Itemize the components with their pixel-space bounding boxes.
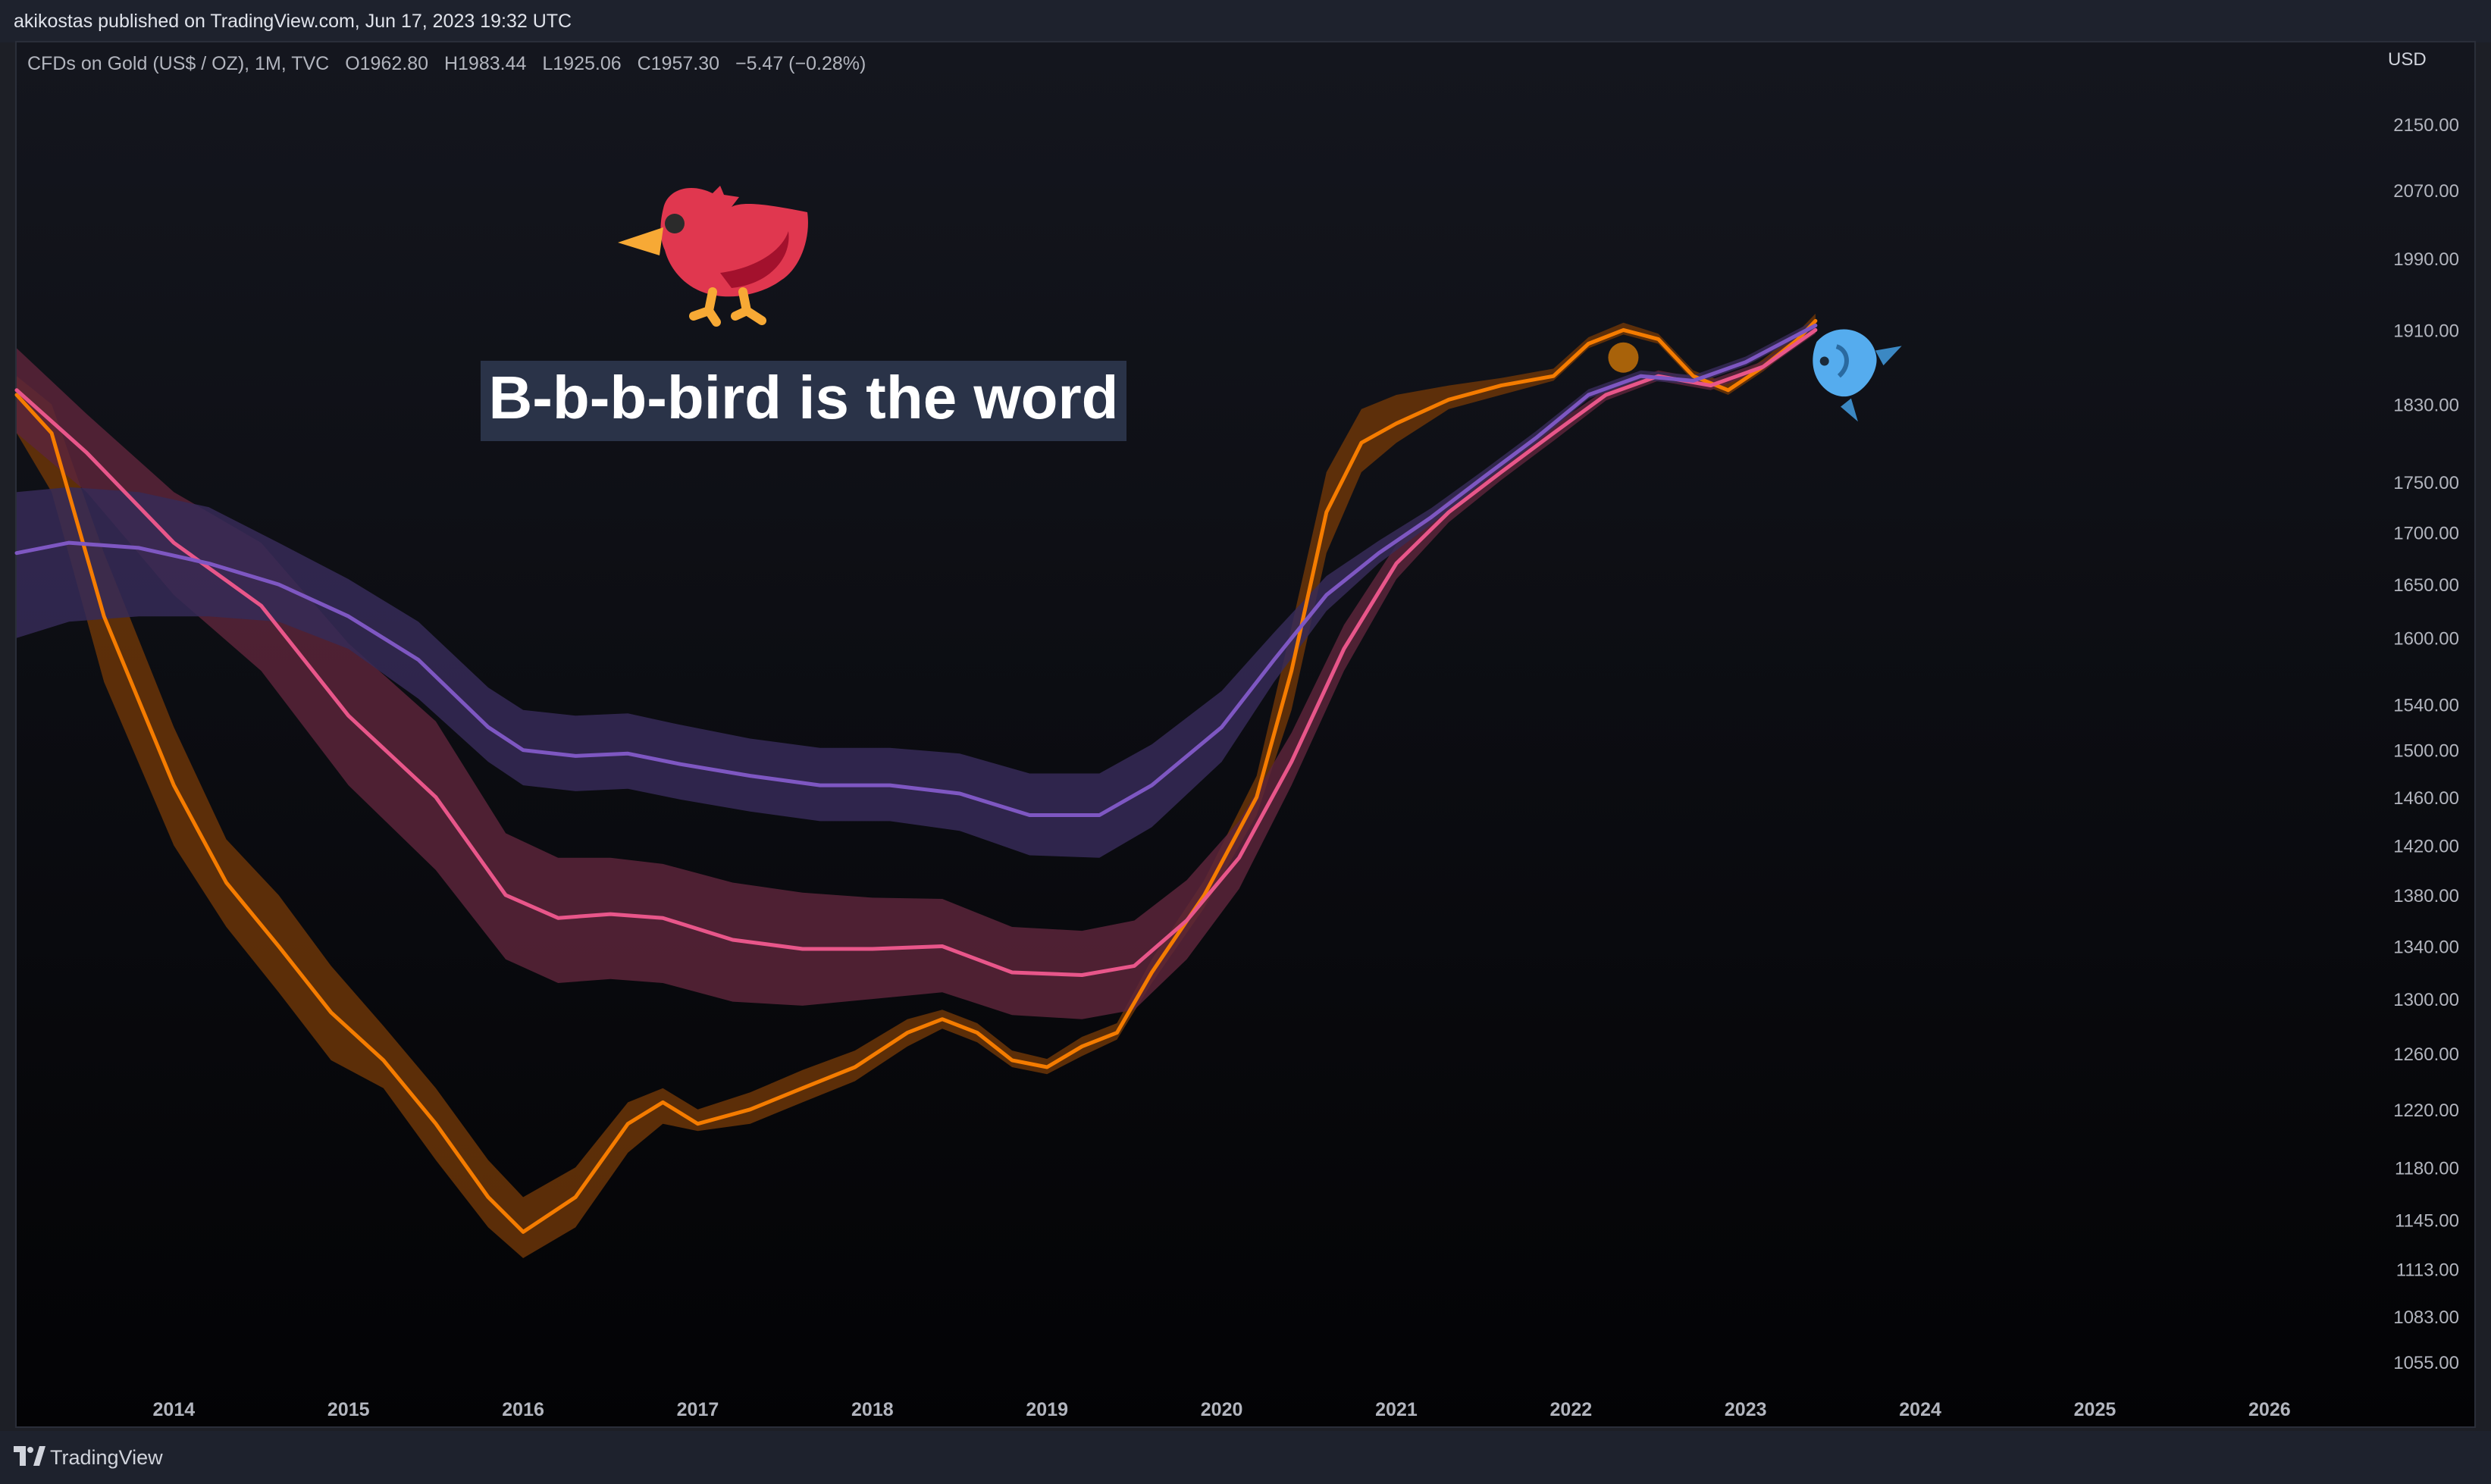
price-tick-label: 1220.00 xyxy=(2393,1100,2459,1121)
footer-bar xyxy=(0,1431,2491,1484)
publish-info: akikostas published on TradingView.com, … xyxy=(14,11,572,32)
price-tick-label: 1180.00 xyxy=(2395,1158,2459,1179)
low-value: L1925.06 xyxy=(542,53,621,74)
price-tick-label: 1340.00 xyxy=(2393,938,2459,958)
price-tick-label: 2070.00 xyxy=(2393,181,2459,202)
close-value: C1957.30 xyxy=(638,53,719,74)
price-tick-label: 1750.00 xyxy=(2393,473,2459,493)
price-tick-label: 1083.00 xyxy=(2393,1307,2459,1328)
price-tick-label: 1145.00 xyxy=(2395,1210,2459,1231)
year-tick-label: 2019 xyxy=(1026,1399,1068,1420)
price-tick-label: 1830.00 xyxy=(2393,396,2459,416)
year-tick-label: 2016 xyxy=(502,1399,544,1420)
symbol-name: CFDs on Gold (US$ / OZ), 1M, TVC xyxy=(27,53,329,74)
price-tick-label: 1600.00 xyxy=(2393,629,2459,650)
year-tick-label: 2026 xyxy=(2248,1399,2291,1420)
tradingview-brand[interactable]: TradingView xyxy=(50,1446,163,1469)
price-tick-label: 1500.00 xyxy=(2393,741,2459,762)
price-tick-label: 1113.00 xyxy=(2396,1260,2459,1280)
price-tick-label: 1540.00 xyxy=(2393,695,2459,715)
year-tick-label: 2017 xyxy=(677,1399,719,1420)
currency-label: USD xyxy=(2388,49,2427,70)
price-tick-label: 1910.00 xyxy=(2393,321,2459,341)
publish-header: akikostas published on TradingView.com, … xyxy=(0,0,2491,42)
price-tick-label: 1700.00 xyxy=(2393,524,2459,544)
bird-icon xyxy=(618,186,808,327)
year-tick-label: 2025 xyxy=(2074,1399,2117,1420)
orange-line xyxy=(14,318,1818,1234)
year-tick-label: 2015 xyxy=(327,1399,370,1420)
year-tick-label: 2023 xyxy=(1725,1399,1767,1420)
price-tick-label: 1260.00 xyxy=(2393,1044,2459,1065)
year-tick-label: 2024 xyxy=(1899,1399,1941,1420)
tradingview-logo-icon[interactable] xyxy=(14,1446,45,1466)
time-axis: 2014 2015 2016 2017 2018 2019 2020 2021 2022 2023… xyxy=(153,1399,2291,1420)
year-tick-label: 2020 xyxy=(1201,1399,1243,1420)
pink-line xyxy=(14,327,1818,977)
price-axis: 2150.00 2070.00 1990.00 1910.00 1830.00 1750.… xyxy=(2393,115,2459,1373)
bird-annotation[interactable]: B-b-b-bird is the word xyxy=(481,361,1126,441)
annotation-markers xyxy=(1608,342,1639,373)
ribbon-bands xyxy=(17,313,1816,1258)
year-tick-label: 2014 xyxy=(153,1399,196,1420)
year-tick-label: 2018 xyxy=(851,1399,894,1420)
year-tick-label: 2021 xyxy=(1375,1399,1418,1420)
pink-band xyxy=(17,324,1816,1019)
symbol-legend[interactable]: CFDs on Gold (US$ / OZ), 1M, TVC O1962.8… xyxy=(27,53,866,74)
purple-band xyxy=(17,320,1816,858)
annotation-text: B-b-b-bird is the word xyxy=(488,364,1118,431)
price-tick-label: 2150.00 xyxy=(2393,115,2459,136)
price-tick-label: 1300.00 xyxy=(2393,990,2459,1010)
change-value: −5.47 (−0.28%) xyxy=(735,53,866,74)
circle-marker-0 xyxy=(1608,342,1639,373)
ribbon-lines xyxy=(14,318,1818,1234)
price-tick-label: 1420.00 xyxy=(2393,836,2459,856)
fish-icon xyxy=(1813,329,1902,422)
year-tick-label: 2022 xyxy=(1550,1399,1593,1420)
chart-frame xyxy=(15,41,2476,1428)
price-tick-label: 1460.00 xyxy=(2393,788,2459,809)
price-tick-label: 1650.00 xyxy=(2393,575,2459,596)
high-value: H1983.44 xyxy=(444,53,527,74)
price-tick-label: 1380.00 xyxy=(2393,886,2459,906)
open-value: O1962.80 xyxy=(345,53,428,74)
price-tick-label: 1990.00 xyxy=(2393,249,2459,270)
purple-line xyxy=(14,323,1818,817)
price-tick-label: 1055.00 xyxy=(2393,1353,2459,1373)
